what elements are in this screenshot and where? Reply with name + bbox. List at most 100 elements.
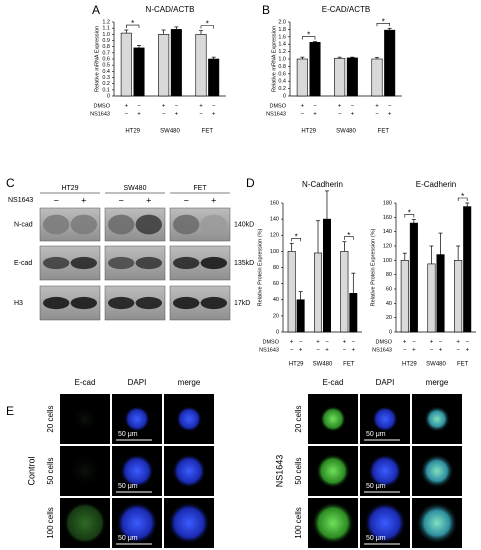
chart-title: N-CAD/ACTB	[146, 5, 195, 14]
category-label: FET	[378, 129, 390, 135]
bar	[400, 260, 409, 333]
blot-band	[173, 296, 200, 310]
cell-cluster	[176, 406, 202, 432]
cell-cluster	[368, 454, 402, 488]
treatment-sign: +	[456, 340, 460, 346]
cell-cluster	[312, 502, 354, 544]
treatment-sign: +	[81, 195, 86, 205]
treatment-sign: +	[199, 104, 203, 110]
treatment-sign: −	[299, 340, 303, 346]
panel-label: A	[92, 3, 100, 17]
treatment-sign: −	[137, 104, 141, 110]
treatment-sign: −	[316, 348, 320, 354]
treatment-sign: +	[375, 104, 379, 110]
treatment-sign: −	[403, 348, 407, 354]
bar	[314, 252, 323, 333]
treatment-sign: +	[325, 348, 329, 354]
bar	[384, 29, 396, 97]
bar	[346, 57, 358, 97]
treatment-sign: −	[119, 195, 124, 205]
significance-bracket	[344, 236, 354, 240]
cell-line-label: FET	[193, 185, 207, 192]
bar	[296, 58, 308, 97]
treatment-sign: +	[403, 340, 407, 346]
blot-band	[43, 256, 70, 270]
treatment-sign: +	[299, 348, 303, 354]
cell-cluster	[420, 454, 454, 488]
bar	[463, 206, 472, 333]
treatment-sign: −	[175, 104, 179, 110]
y-tick-label: 20	[273, 313, 279, 319]
protein-label: E-cad	[14, 260, 32, 267]
treatment-sign: +	[430, 340, 434, 346]
cell-cluster	[372, 406, 398, 432]
cell-cluster	[316, 454, 350, 488]
scale-bar-label: 50 μm	[366, 535, 386, 542]
y-tick-label: 2.0	[278, 19, 286, 25]
treatment-row-label: NS1643	[266, 111, 286, 117]
cell-cluster	[424, 406, 450, 432]
scale-bar-label: 50 μm	[118, 535, 138, 542]
y-tick-label: 80	[273, 265, 279, 271]
treatment-sign: +	[343, 340, 347, 346]
scale-bar-label: 50 μm	[366, 483, 386, 490]
y-tick-label: 0.2	[278, 86, 286, 92]
bar	[170, 29, 182, 97]
category-label: FET	[202, 129, 214, 135]
blot-band	[108, 296, 135, 310]
y-tick-label: 1.2	[102, 19, 110, 25]
y-tick-label: 1.8	[278, 27, 286, 33]
treatment-sign: +	[388, 112, 392, 118]
row-label: 100 cells	[46, 507, 55, 539]
blot-band	[70, 296, 98, 310]
category-label: HT29	[125, 129, 140, 135]
cell-line-label: SW480	[124, 185, 147, 192]
y-tick-label: 40	[273, 297, 279, 303]
y-axis-label: Relative mRNA Expression	[94, 26, 100, 92]
cell-cluster	[68, 454, 102, 488]
treatment-sign: +	[301, 104, 305, 110]
y-axis-label: Relative mRNA Expression	[271, 26, 277, 92]
treatment-row-label: NS1643	[372, 347, 392, 353]
treatment-row-label: DMSO	[94, 103, 111, 109]
significance-label: *	[382, 17, 385, 26]
treatment-row-label: NS1643	[90, 111, 110, 117]
bar	[133, 47, 145, 97]
cell-cluster	[120, 454, 154, 488]
panel-label: C	[6, 176, 15, 190]
column-header: DAPI	[376, 378, 395, 387]
treatment-sign: +	[175, 112, 179, 118]
y-tick-label: 60	[386, 286, 392, 292]
group-label: NS1643	[274, 455, 284, 488]
bar	[158, 34, 170, 97]
blot-band	[70, 256, 98, 270]
treatment-sign: +	[316, 340, 320, 346]
significance-label: *	[408, 209, 411, 218]
blot-band	[108, 214, 135, 235]
y-tick-label: 1.2	[278, 49, 286, 55]
y-tick-label: 0.4	[278, 79, 286, 85]
cell-cluster	[320, 406, 346, 432]
y-tick-label: 0.3	[102, 75, 110, 81]
row-label: 20 cells	[294, 405, 303, 432]
treatment-sign: +	[137, 112, 141, 118]
treatment-sign: +	[351, 112, 355, 118]
blot-band	[43, 296, 70, 310]
y-tick-label: 0	[283, 93, 286, 99]
treatment-sign: −	[439, 340, 443, 346]
category-label: FET	[457, 362, 469, 368]
y-tick-label: 160	[383, 215, 392, 221]
y-tick-label: 0.4	[102, 69, 110, 75]
y-tick-label: 0	[389, 329, 392, 335]
blot-band	[200, 214, 227, 235]
treatment-row-label: NS1643	[259, 347, 279, 353]
protein-label: N-cad	[14, 221, 33, 228]
bar	[296, 299, 305, 333]
y-tick-label: 40	[386, 301, 392, 307]
chart-title: E-CAD/ACTB	[322, 5, 370, 14]
group-label: Control	[26, 456, 36, 485]
blot-band	[173, 256, 200, 270]
column-header: merge	[426, 378, 449, 387]
row-label: 100 cells	[294, 507, 303, 539]
